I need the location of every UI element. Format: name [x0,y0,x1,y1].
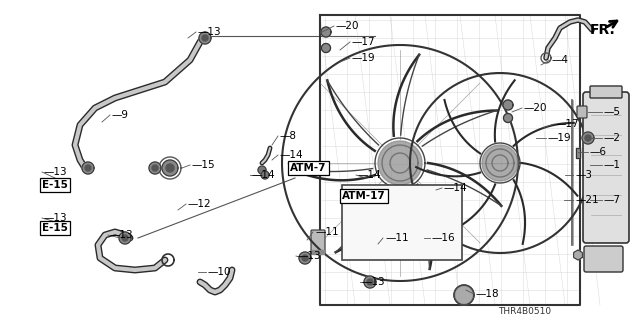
Text: —15: —15 [192,160,216,170]
Text: —14: —14 [358,170,381,180]
Text: —20: —20 [336,21,360,31]
Polygon shape [85,165,91,171]
FancyBboxPatch shape [590,86,622,98]
Polygon shape [582,132,594,144]
Polygon shape [312,250,324,254]
Polygon shape [199,32,211,44]
Polygon shape [364,276,376,288]
Polygon shape [299,252,311,264]
Text: —14: —14 [252,170,276,180]
Text: —14: —14 [358,195,381,205]
Text: —19: —19 [548,133,572,143]
Polygon shape [456,287,472,303]
Text: —17: —17 [556,119,580,129]
Polygon shape [573,250,582,260]
Text: —1: —1 [604,160,621,170]
Polygon shape [378,141,422,185]
Text: —12: —12 [188,199,212,209]
Text: —13: —13 [198,27,221,37]
Polygon shape [162,160,178,176]
Text: —3: —3 [575,170,592,180]
Text: ATM-17: ATM-17 [342,191,386,201]
FancyBboxPatch shape [342,185,462,260]
FancyBboxPatch shape [577,106,587,118]
Text: —21: —21 [575,195,598,205]
Text: —7: —7 [604,195,621,205]
FancyBboxPatch shape [584,246,623,272]
Polygon shape [152,165,158,171]
Polygon shape [504,114,513,123]
Text: —2: —2 [604,133,621,143]
Polygon shape [119,232,131,244]
Text: —11: —11 [385,233,408,243]
Polygon shape [82,162,94,174]
Text: —16: —16 [432,233,456,243]
Polygon shape [459,290,469,300]
Polygon shape [576,148,580,158]
Text: —13: —13 [298,251,322,261]
Text: E-15: E-15 [42,180,68,190]
Text: —8: —8 [280,131,297,141]
Text: —14: —14 [444,183,468,193]
Polygon shape [321,44,330,52]
Polygon shape [585,135,591,141]
Text: THR4B0510: THR4B0510 [498,308,551,316]
Polygon shape [367,279,373,285]
Text: —6: —6 [590,147,607,157]
Polygon shape [202,35,208,41]
Text: FR.: FR. [590,23,616,37]
Polygon shape [503,100,513,110]
Text: —13: —13 [110,230,134,240]
Text: ATM-7: ATM-7 [290,163,326,173]
Polygon shape [354,250,366,254]
Text: —4: —4 [552,55,569,65]
Text: —14: —14 [280,150,303,160]
Text: —17: —17 [352,37,376,47]
Polygon shape [122,235,128,241]
Text: —19: —19 [352,53,376,63]
Text: —5: —5 [604,107,621,117]
FancyBboxPatch shape [311,230,325,254]
Polygon shape [261,171,269,179]
Polygon shape [302,255,308,261]
Text: E-15: E-15 [42,223,68,233]
Polygon shape [321,27,331,37]
FancyBboxPatch shape [362,219,374,241]
Polygon shape [454,285,474,305]
FancyBboxPatch shape [583,92,629,243]
Polygon shape [258,166,266,174]
Text: —10: —10 [208,267,232,277]
FancyBboxPatch shape [419,232,431,248]
Text: —13: —13 [44,213,68,223]
Text: —20: —20 [524,103,547,113]
Text: —11: —11 [315,227,339,237]
Polygon shape [166,164,174,172]
Polygon shape [149,162,161,174]
FancyBboxPatch shape [390,217,403,239]
Text: —9: —9 [112,110,129,120]
Text: —18: —18 [476,289,500,299]
Text: —13: —13 [362,277,386,287]
FancyBboxPatch shape [353,230,367,254]
Polygon shape [482,145,518,181]
Text: —13: —13 [44,167,68,177]
